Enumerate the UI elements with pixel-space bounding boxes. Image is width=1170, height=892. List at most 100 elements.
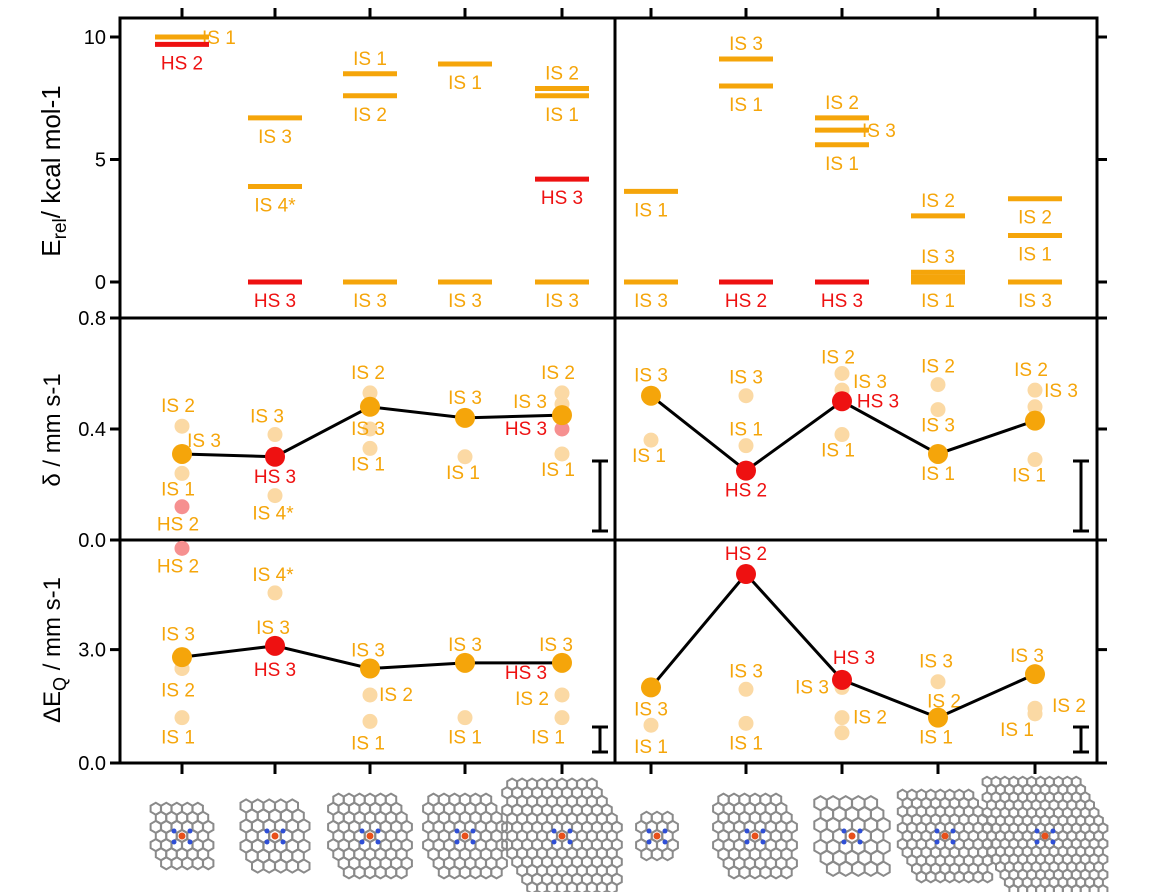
- molecule-ring: [666, 819, 679, 835]
- deq-point-label-1-4-0: IS 3: [1010, 646, 1044, 667]
- delta-label: δ / mm s-1: [39, 373, 66, 486]
- molecule-ring: [1097, 868, 1109, 881]
- deq-faint-point-0-1-0: [267, 585, 283, 601]
- molecule-ring: [876, 860, 891, 878]
- energy-label-1-0-0: IS 1: [634, 200, 668, 221]
- deq-point-label-1-0-0: IS 3: [634, 699, 668, 720]
- delta-point-label-0-3-0: IS 3: [448, 388, 482, 409]
- molecule-ring: [400, 819, 413, 835]
- delta-main-point-0-2: [360, 396, 380, 417]
- deq-main-point-1-1: [736, 564, 756, 585]
- nitrogen-atom: [841, 839, 847, 845]
- energy-label-0-4-0: IS 2: [545, 63, 579, 84]
- nitrogen-atom: [744, 828, 750, 834]
- deq-label-sub: Q: [50, 677, 70, 691]
- delta-main-point-1-4: [1025, 410, 1045, 431]
- molecule-ring: [1097, 852, 1109, 866]
- deq-faint-point-0-3-1: [457, 710, 473, 726]
- delta-faint-point-1-0-1: [643, 432, 659, 448]
- deq-point-label-0-0-1: IS 2: [161, 681, 195, 702]
- energy-label-1-3-3: IS 1: [921, 291, 955, 312]
- deq-point-label-1-1-2: HS 2: [725, 544, 767, 565]
- delta-point-label-0-1-0: IS 3: [250, 407, 284, 428]
- delta-faint-point-0-0-4: [174, 540, 190, 556]
- energy-label-1-2-0: IS 2: [825, 93, 859, 114]
- deq-label-rest: / mm s-1: [39, 577, 66, 677]
- delta-point-label-1-3-2: IS 1: [921, 464, 955, 485]
- delta-faint-point-0-1-2: [267, 488, 283, 504]
- y-tick-label-energy-2: 10: [84, 27, 106, 49]
- delta-faint-point-0-4-2: [554, 421, 570, 437]
- iron-atom: [1041, 832, 1049, 840]
- deq-point-label-1-2-2: IS 2: [853, 708, 887, 729]
- nitrogen-atom: [744, 839, 750, 845]
- energy-label-0-4-3: IS 3: [545, 291, 579, 312]
- molecule-9: [981, 775, 1109, 892]
- nitrogen-atom: [264, 828, 270, 834]
- energy-label-1-4-0: IS 2: [1018, 208, 1052, 229]
- deq-main-point-0-1: [265, 635, 285, 656]
- delta-point-label-1-1-1: IS 1: [729, 420, 763, 441]
- delta-main-point-0-3: [455, 407, 475, 428]
- nitrogen-atom: [171, 839, 177, 845]
- delta-point-label-0-2-2: IS 1: [351, 454, 385, 475]
- nitrogen-atom: [280, 828, 286, 834]
- deq-point-label-0-2-2: IS 1: [351, 733, 385, 754]
- deq-label-main: ΔE: [39, 691, 66, 723]
- nitrogen-atom: [375, 839, 381, 845]
- delta-point-label-1-0-1: IS 1: [632, 446, 666, 467]
- energy-label-1-3-1: IS 3: [921, 247, 955, 268]
- energy-label-sub: rel: [50, 218, 71, 239]
- deq-point-label-0-4-2: IS 2: [515, 689, 549, 710]
- delta-faint-point-0-3-1: [457, 449, 473, 465]
- delta-faint-point-1-3-1: [930, 402, 946, 418]
- nitrogen-atom: [470, 839, 476, 845]
- delta-point-label-0-2-1: IS 3: [351, 419, 385, 440]
- plot-area: 0 5 10 0.0 0.4 0.8 0.0 3.0 IS 1 HS 2 IS 3 IS 4* HS 3…: [78, 8, 1107, 775]
- delta-faint-point-0-0-0: [174, 418, 190, 434]
- deq-series-line-1: [649, 571, 1036, 720]
- molecule-ring: [297, 838, 311, 854]
- nitrogen-atom: [950, 828, 956, 834]
- delta-point-label-1-4-1: IS 3: [1044, 381, 1078, 402]
- energy-label-0-1-2: HS 3: [254, 291, 296, 312]
- deq-point-label-0-1-1: IS 3: [256, 618, 290, 639]
- molecule-ring: [785, 856, 798, 871]
- energy-label-main: E: [36, 239, 66, 256]
- delta-faint-point-0-2-1: [362, 421, 378, 437]
- nitrogen-atom: [454, 828, 460, 834]
- molecule-ring: [785, 837, 798, 853]
- nitrogen-atom: [841, 828, 847, 834]
- nitrogen-atom: [1050, 828, 1056, 834]
- energy-label-1-4-2: IS 3: [1018, 291, 1052, 312]
- deq-faint-point-1-2-2: [834, 710, 850, 726]
- energy-label-0-1-0: IS 3: [258, 127, 292, 148]
- delta-faint-point-1-1-1: [738, 438, 754, 454]
- deq-faint-point-0-0-2: [174, 710, 190, 726]
- deq-main-point-0-2: [360, 658, 380, 679]
- delta-faint-point-0-2-0: [362, 385, 378, 401]
- delta-faint-point-1-4-0: [1027, 382, 1043, 398]
- delta-point-label-0-4-1: IS 3: [513, 392, 547, 413]
- delta-point-label-0-0-2: IS 1: [161, 479, 195, 500]
- deq-point-label-0-2-1: IS 2: [379, 685, 413, 706]
- delta-point-label-0-0-0: IS 2: [161, 396, 195, 417]
- energy-label-1-3-0: IS 2: [921, 191, 955, 212]
- molecule-8: [896, 788, 994, 884]
- molecule-ring: [611, 855, 623, 869]
- y-tick-label-deq-1: 3.0: [78, 640, 106, 662]
- deq-point-label-1-4-2: IS 1: [1000, 720, 1034, 741]
- delta-main-point-1-0: [641, 385, 661, 406]
- delta-point-label-0-4-2: HS 3: [505, 419, 547, 440]
- y-tick-label-delta-2: 0.8: [78, 308, 106, 330]
- energy-label-0-1-1: IS 4*: [254, 195, 296, 216]
- delta-faint-point-0-2-2: [362, 440, 378, 456]
- molecule-ring: [495, 819, 508, 835]
- molecule-ring: [495, 837, 508, 853]
- y-axis-label-deq: ΔEQ / mm s-1: [39, 577, 70, 723]
- energy-label-0-3-0: IS 1: [448, 73, 482, 94]
- molecule-ring: [202, 819, 215, 835]
- iron-atom: [941, 832, 949, 840]
- delta-point-label-1-2-1: IS 3: [853, 372, 887, 393]
- iron-atom: [178, 832, 186, 840]
